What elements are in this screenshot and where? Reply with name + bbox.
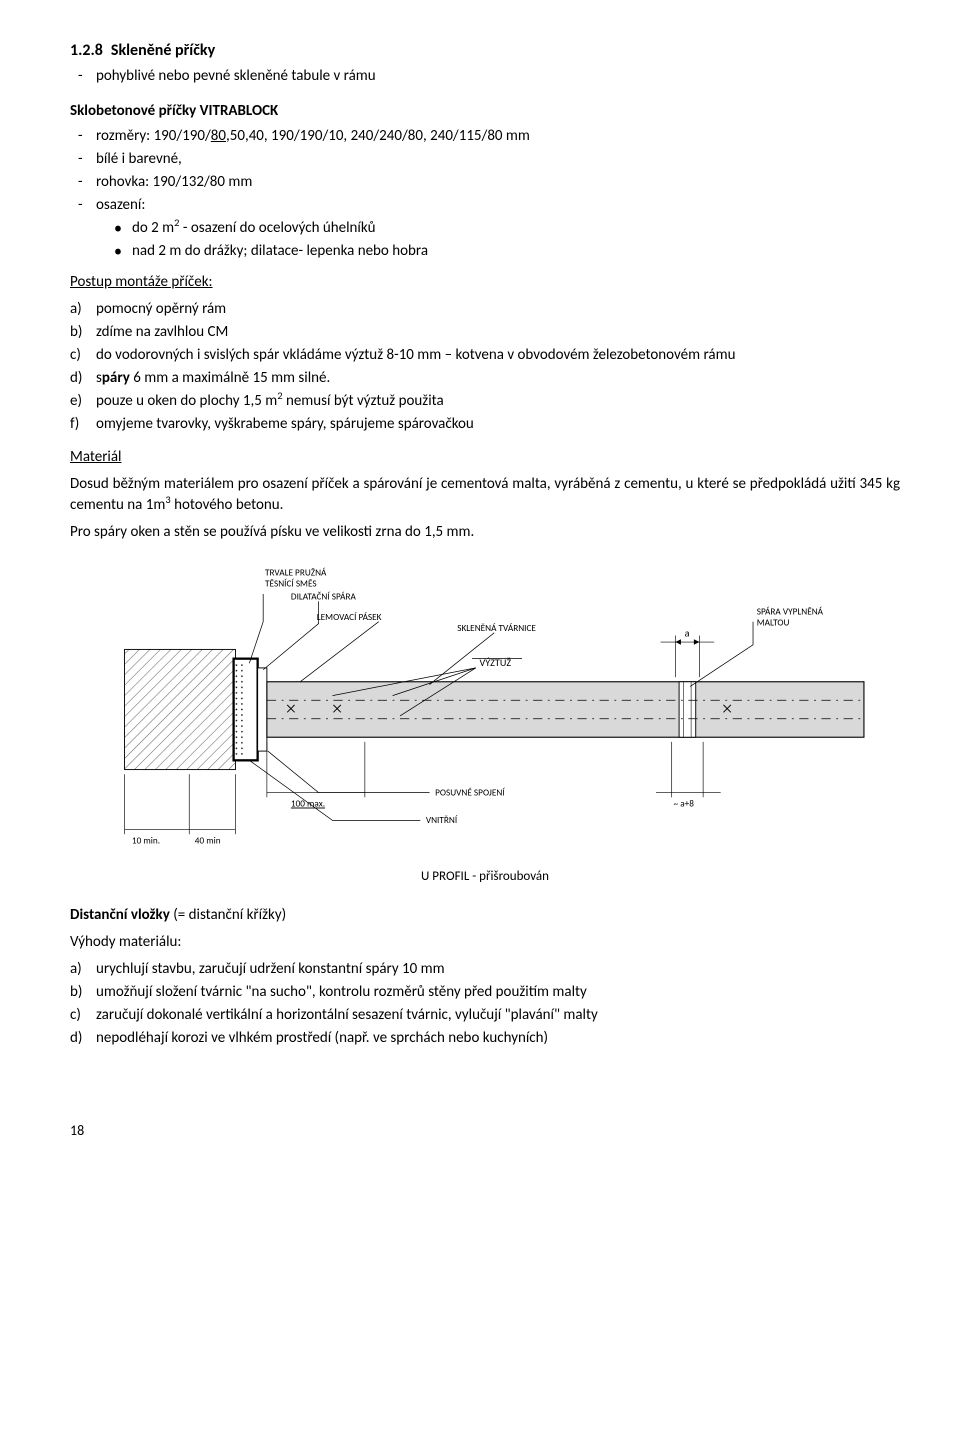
dist-title: Distanční vložky (= distanční křížky): [70, 905, 900, 926]
postup-item: e)pouze u oken do plochy 1,5 m2 nemusí b…: [96, 391, 900, 412]
dim-label: 10 min.: [132, 836, 160, 847]
vyhody-item: c)zaručují dokonalé vertikální a horizon…: [96, 1005, 900, 1026]
fig-label: POSUVNÉ SPOJENÍ: [435, 787, 505, 799]
material-title: Materiál: [70, 447, 900, 468]
section-number: 1.2.8: [70, 40, 103, 62]
figure-svg: a TRVALE PRUŽNÁ TĚSNÍCÍ SMĚS DILATAČNÍ S…: [105, 557, 865, 862]
fig-label: DILATAČNÍ SPÁRA: [291, 591, 357, 603]
fig-label: SPÁRA VYPLNĚNÁ: [757, 606, 824, 618]
postup-item: d)spáry 6 mm a maximálně 15 mm silné.: [96, 368, 900, 389]
fig-label: VÝZTUŽ: [479, 656, 511, 669]
sub1-item: rozměry: 190/190/80,50,40, 190/190/10, 2…: [96, 126, 900, 147]
material-p2: Pro spáry oken a stěn se používá písku v…: [70, 522, 900, 543]
postup-item: b)zdíme na zavlhlou CM: [96, 322, 900, 343]
sub1-item: osazení:: [96, 195, 900, 216]
vyhody-item: d)nepodléhají korozi ve vlhkém prostředí…: [96, 1028, 900, 1049]
figure-caption: U PROFIL - přišroubován: [70, 868, 900, 886]
vyhody-list: a)urychlují stavbu, zaručují udržení kon…: [70, 959, 900, 1049]
fig-label: SKLENĚNÁ TVÁRNICE: [457, 622, 536, 634]
sub1-subitems: do 2 m2 - osazení do ocelových úhelníků …: [70, 218, 900, 262]
vyhody-item: a)urychlují stavbu, zaručují udržení kon…: [96, 959, 900, 980]
fig-label: LEMOVACÍ PÁSEK: [317, 611, 382, 623]
postup-item: a)pomocný opěrný rám: [96, 299, 900, 320]
postup-item: f)omyjeme tvarovky, vyškrabeme spáry, sp…: [96, 414, 900, 435]
technical-figure: a TRVALE PRUŽNÁ TĚSNÍCÍ SMĚS DILATAČNÍ S…: [70, 557, 900, 886]
sub1-subitem: nad 2 m do drážky; dilatace- lepenka neb…: [132, 241, 900, 262]
fig-label: TĚSNÍCÍ SMĚS: [265, 578, 317, 590]
dim-label: 100 max.: [291, 799, 325, 810]
page-number: 18: [70, 1121, 900, 1141]
sub1-list: rozměry: 190/190/80,50,40, 190/190/10, 2…: [70, 126, 900, 216]
fig-label: MALTOU: [757, 618, 790, 629]
dim-label: 40 min: [195, 836, 221, 847]
intro-list: pohyblivé nebo pevné skleněné tabule v r…: [70, 66, 900, 87]
sub1-subitem: do 2 m2 - osazení do ocelových úhelníků: [132, 218, 900, 239]
section-heading: 1.2.8 Skleněné příčky: [70, 40, 900, 62]
sub1-item: bílé i barevné,: [96, 149, 900, 170]
sub1-item: rohovka: 190/132/80 mm: [96, 172, 900, 193]
dim-label: ~ a+8: [674, 799, 695, 810]
dim-a: a: [685, 627, 690, 640]
postup-list: a)pomocný opěrný rám b)zdíme na zavlhlou…: [70, 299, 900, 435]
fig-label: VNITŘNÍ: [426, 815, 458, 827]
vyhody-item: b)umožňují složení tvárnic "na sucho", k…: [96, 982, 900, 1003]
postup-title: Postup montáže příček:: [70, 272, 900, 293]
section-title: Skleněné příčky: [111, 40, 215, 62]
intro-item: pohyblivé nebo pevné skleněné tabule v r…: [96, 66, 900, 87]
subsection-title: Sklobetonové příčky VITRABLOCK: [70, 101, 900, 122]
vyhody-title: Výhody materiálu:: [70, 932, 900, 953]
postup-item: c)do vodorovných i svislých spár vkládám…: [96, 345, 900, 366]
material-p1: Dosud běžným materiálem pro osazení příč…: [70, 474, 900, 516]
fig-label: TRVALE PRUŽNÁ: [265, 567, 327, 579]
